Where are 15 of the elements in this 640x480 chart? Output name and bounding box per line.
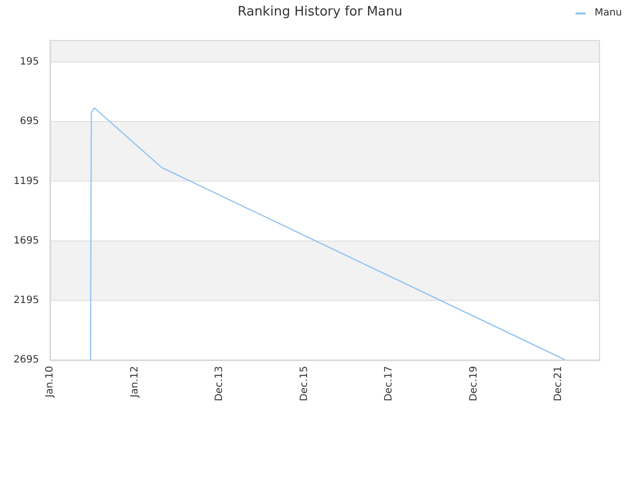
x-tick-label: Dec.13 <box>214 366 226 402</box>
y-tick-label: 1195 <box>14 176 39 187</box>
x-tick-label: Dec.19 <box>468 366 480 402</box>
y-tick-label: 2195 <box>14 295 39 306</box>
x-tick-label: Jan.12 <box>129 366 140 398</box>
x-tick-label: Dec.15 <box>298 366 310 402</box>
x-tick-label: Dec.21 <box>553 366 564 402</box>
x-tick-label: Dec.17 <box>384 366 395 402</box>
y-tick-label: 2695 <box>14 354 39 366</box>
y-tick-label: 1695 <box>14 235 39 246</box>
legend-label: Manu <box>594 8 622 19</box>
chart-title: Ranking History for Manu <box>238 4 402 20</box>
x-tick-label: Jan.10 <box>44 366 56 398</box>
y-tick-label: 695 <box>20 116 39 128</box>
y-tick-label: 195 <box>20 56 39 68</box>
